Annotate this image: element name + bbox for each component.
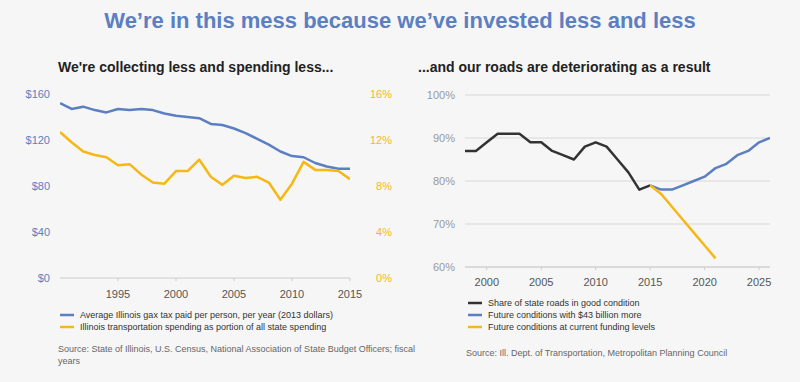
chart-title: We're collecting less and spending less.… — [58, 59, 333, 75]
x-tick-label: 2020 — [692, 276, 716, 288]
x-axis-line — [60, 278, 350, 279]
main-title: We’re in this mess because we’ve investe… — [104, 8, 695, 33]
x-tick — [759, 267, 760, 270]
y2-tick-label: 8% — [376, 180, 392, 192]
text-line: Source: Ill. Dept. of Transportation, Me… — [466, 348, 727, 358]
background — [0, 0, 800, 382]
x-tick-label: 2005 — [222, 288, 246, 300]
plot-area — [465, 134, 770, 259]
y-tick-label: 60% — [433, 261, 455, 273]
y-tick-label: $160 — [26, 88, 50, 100]
x-tick-label: 2015 — [338, 288, 362, 300]
y2-tick-label: 0% — [376, 272, 392, 284]
grid-line — [465, 181, 770, 182]
series-line — [60, 103, 350, 169]
y-tick-label: 90% — [433, 132, 455, 144]
x-tick — [704, 267, 705, 270]
x-tick — [650, 267, 651, 270]
source-note: Source: Ill. Dept. of Transportation, Me… — [466, 348, 727, 358]
y-tick-label: 70% — [433, 218, 455, 230]
legend-label: Future conditions with $43 billion more — [488, 310, 642, 320]
legend-swatch — [60, 326, 74, 329]
y2-tick-label: 4% — [376, 226, 392, 238]
y-tick-label: $120 — [26, 134, 50, 146]
y-tick-label: $40 — [32, 226, 50, 238]
legend-swatch — [60, 314, 74, 317]
legend-swatch — [468, 302, 482, 305]
series-line — [650, 138, 770, 190]
x-tick — [595, 267, 596, 270]
legend-label: Illinois transportation spending as port… — [80, 322, 326, 332]
series-line — [60, 132, 350, 200]
grid-line — [465, 95, 770, 96]
x-tick-label: 2015 — [638, 276, 662, 288]
x-tick — [234, 278, 235, 281]
x-tick — [118, 278, 119, 281]
x-tick-label: 2005 — [529, 276, 553, 288]
x-tick — [176, 278, 177, 281]
text-line: Source: State of Illinois, U.S. Census, … — [58, 344, 415, 354]
series-line — [465, 134, 650, 190]
grid-line — [465, 224, 770, 225]
x-tick — [541, 267, 542, 270]
chart-canvas: We’re in this mess because we’ve investe… — [0, 0, 800, 382]
chart-1: ...and our roads are deteriorating as a … — [418, 59, 771, 358]
y2-tick-label: 12% — [370, 134, 392, 146]
x-tick-label: 2010 — [583, 276, 607, 288]
text-line: years — [58, 356, 81, 366]
y-tick-label: $0 — [38, 272, 50, 284]
x-tick-label: 1995 — [106, 288, 130, 300]
grid-line — [465, 267, 770, 268]
x-tick-label: 2010 — [280, 288, 304, 300]
y-tick-label: 80% — [433, 175, 455, 187]
grid-line — [465, 138, 770, 139]
x-tick-label: 2000 — [164, 288, 188, 300]
y2-tick-label: 16% — [370, 88, 392, 100]
series-line — [650, 185, 715, 258]
legend-label: Share of state roads in good condition — [488, 298, 640, 308]
legend-label: Average Illinois gax tax paid per person… — [80, 310, 333, 320]
legend-swatch — [468, 326, 482, 329]
x-tick-label: 2000 — [475, 276, 499, 288]
x-tick — [292, 278, 293, 281]
chart-title: ...and our roads are deteriorating as a … — [418, 59, 711, 75]
legend-swatch — [468, 314, 482, 317]
x-tick — [486, 267, 487, 270]
legend-label: Future conditions at current funding lev… — [488, 322, 656, 332]
x-axis-line — [465, 267, 770, 268]
plot-area — [60, 103, 350, 200]
source-note: Source: State of Illinois, U.S. Census, … — [58, 344, 415, 366]
y-tick-label: 100% — [427, 89, 455, 101]
x-tick-label: 2025 — [747, 276, 771, 288]
chart-0: We're collecting less and spending less.… — [26, 59, 416, 366]
y-tick-label: $80 — [32, 180, 50, 192]
x-tick — [350, 278, 351, 281]
